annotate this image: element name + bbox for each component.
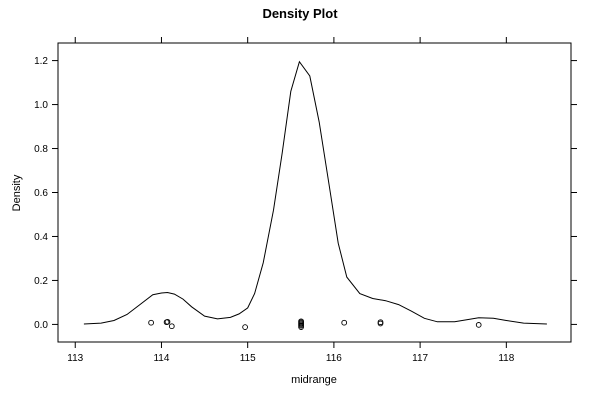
y-tick-label: 0.4 — [34, 232, 48, 243]
axis-ticks: 113 114 115 116 117 118 0.0 0.2 0.4 0.6 0.8 1.0 1.2 — [34, 37, 577, 364]
data-point — [242, 324, 248, 330]
y-tick-label: 0.8 — [34, 144, 48, 155]
x-tick-label: 114 — [153, 353, 169, 364]
data-point — [377, 319, 384, 326]
y-tick-label: 0.0 — [34, 320, 48, 331]
data-point — [298, 318, 304, 325]
density-curve — [83, 60, 547, 325]
data-point — [475, 322, 482, 328]
y-tick-label: 0.6 — [34, 188, 48, 199]
x-tick-label: 117 — [412, 353, 428, 364]
x-axis-label: midrange — [291, 374, 337, 386]
y-tick-label: 1.0 — [34, 100, 48, 111]
data-point — [164, 318, 171, 325]
x-tick-label: 113 — [67, 353, 83, 364]
y-tick-label: 0.2 — [34, 276, 48, 287]
plot-frame — [57, 42, 572, 343]
x-tick-label: 115 — [240, 353, 256, 364]
density-curve-layer — [83, 60, 547, 325]
y-tick-label: 1.2 — [34, 56, 48, 67]
y-axis-label: Density — [11, 174, 23, 211]
data-point — [148, 319, 154, 326]
data-point — [168, 323, 175, 330]
x-tick-label: 118 — [498, 353, 514, 364]
rug-points-layer — [148, 318, 482, 330]
data-point — [341, 319, 348, 326]
x-tick-label: 116 — [326, 353, 342, 364]
chart-title: Density Plot — [262, 6, 338, 21]
